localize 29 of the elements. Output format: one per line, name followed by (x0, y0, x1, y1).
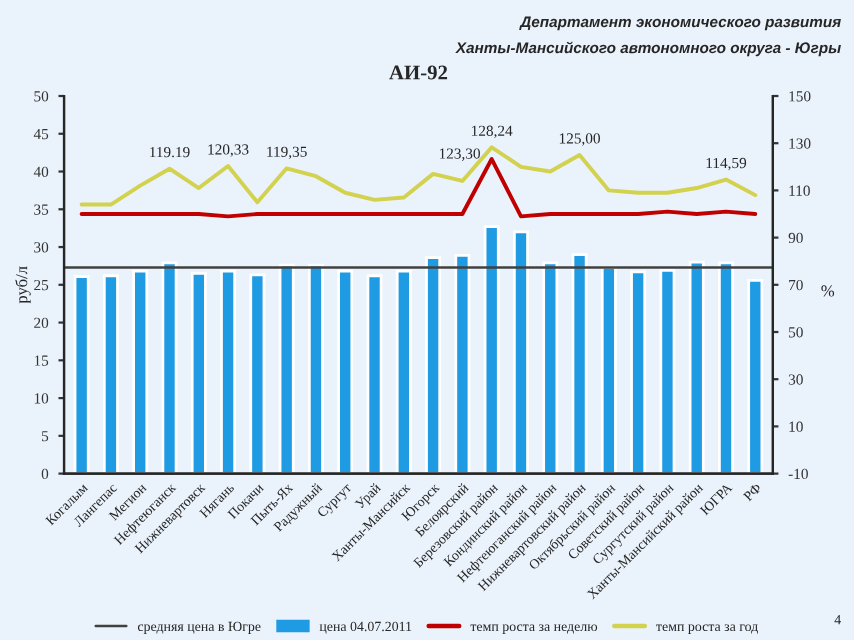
bar (337, 269, 354, 474)
bar (483, 225, 500, 474)
bar (366, 274, 383, 474)
bar (600, 266, 617, 474)
line-series (79, 145, 758, 207)
bar (571, 253, 588, 474)
bar (688, 260, 705, 474)
bar (454, 253, 471, 474)
bar (307, 263, 324, 474)
bar (73, 275, 90, 474)
bar (659, 269, 676, 474)
bar (747, 278, 764, 474)
line-series (79, 157, 758, 219)
y2-axis-title: % (821, 285, 835, 297)
bar (220, 269, 237, 474)
bar (278, 263, 295, 474)
bar (718, 261, 734, 474)
bar (102, 274, 119, 474)
bar (132, 269, 149, 474)
bar (513, 230, 529, 474)
bar (542, 261, 559, 474)
bar (249, 273, 266, 474)
bar (630, 270, 647, 474)
bar (395, 269, 412, 474)
chart-title: АИ-92 (389, 65, 448, 80)
bar (161, 261, 178, 474)
bar (425, 256, 442, 474)
bar (190, 272, 207, 474)
y-axis-title: руб/л (15, 266, 31, 304)
